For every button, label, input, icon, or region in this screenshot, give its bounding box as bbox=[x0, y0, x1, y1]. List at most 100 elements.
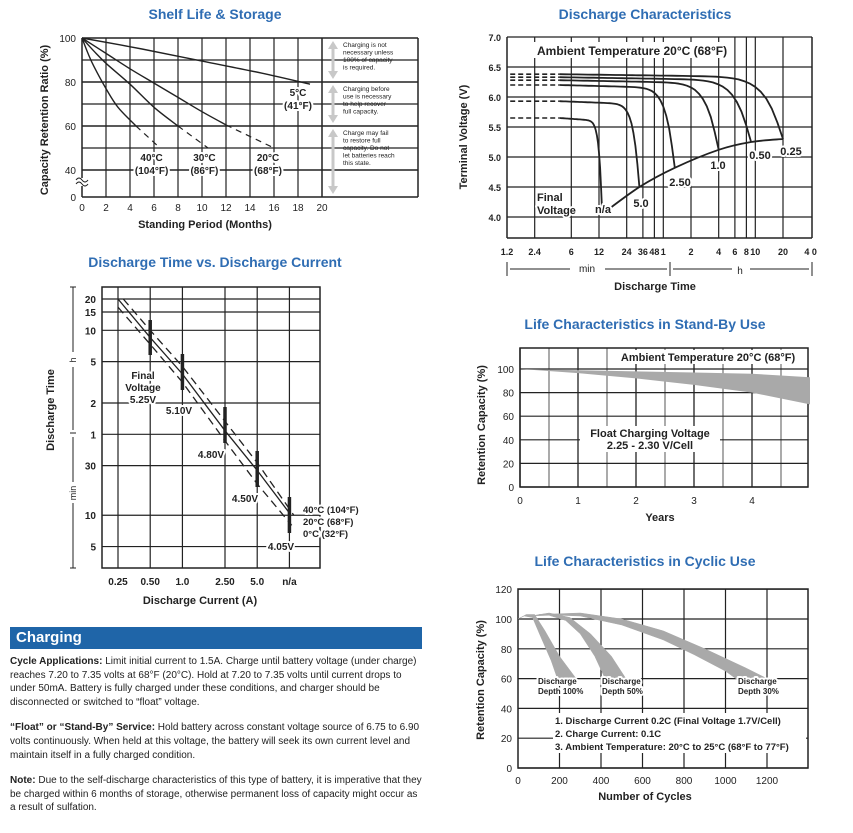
arrow-heads bbox=[328, 41, 338, 79]
x-tick-label: 4 0 bbox=[804, 247, 817, 257]
series-label: 40°C bbox=[140, 153, 162, 164]
series-line bbox=[81, 37, 137, 127]
x-tick-label: 8 bbox=[175, 203, 181, 214]
final-voltage-title: Voltage bbox=[125, 383, 161, 394]
annotation-text: full capacity. bbox=[343, 109, 378, 116]
y-tick-label: 60 bbox=[65, 122, 77, 133]
x-tick-label: 800 bbox=[676, 776, 693, 787]
x-tick-label: 1 bbox=[661, 247, 666, 257]
discharge-curve bbox=[559, 117, 604, 215]
discharge-characteristics-title: Discharge Characteristics bbox=[558, 6, 732, 22]
x-tick-label: 20 bbox=[316, 203, 328, 214]
x-axis-label: Discharge Current (A) bbox=[143, 595, 258, 607]
series-line bbox=[81, 37, 227, 126]
y-tick-label: 100 bbox=[495, 615, 512, 626]
retention-band bbox=[520, 369, 810, 405]
y-tick-label: 2 bbox=[90, 399, 96, 410]
x-tick-label: 1200 bbox=[756, 776, 779, 787]
annotation-bg bbox=[580, 426, 720, 452]
x-tick-label: 1000 bbox=[714, 776, 737, 787]
x-tick-label: 14 bbox=[244, 203, 256, 214]
x-tick-label: 48 bbox=[649, 247, 659, 257]
x-tick-label: 16 bbox=[268, 203, 280, 214]
final-voltage-label: 0.25 bbox=[780, 146, 801, 158]
final-voltage-title: Final bbox=[131, 371, 155, 382]
series-label: 40°C (104°F) bbox=[303, 505, 359, 516]
y-axis-label: Discharge Time bbox=[45, 369, 57, 451]
range-label-h: h bbox=[68, 357, 78, 362]
x-tick-label: 600 bbox=[634, 776, 651, 787]
x-tick-label: 18 bbox=[292, 203, 304, 214]
y-tick-label: 5.0 bbox=[488, 153, 501, 163]
y-tick-label: 80 bbox=[65, 78, 77, 89]
final-voltage-label: 1.0 bbox=[710, 160, 725, 172]
discharge-curve bbox=[559, 73, 784, 140]
y-tick-label: 0 bbox=[70, 193, 76, 204]
discharge-curve bbox=[559, 76, 752, 143]
x-tick-label: 2.4 bbox=[528, 247, 541, 257]
y-tick-label: 20 bbox=[85, 295, 97, 306]
annotation-bg bbox=[534, 42, 726, 58]
x-tick-label: 10 bbox=[196, 203, 208, 214]
x-axis-label: Number of Cycles bbox=[598, 791, 692, 803]
x-tick-label: 1.2 bbox=[501, 247, 514, 257]
x-tick-label: 1.0 bbox=[175, 577, 189, 588]
series-line bbox=[117, 306, 293, 526]
x-tick-label: 0 bbox=[515, 776, 521, 787]
annotation-text: Charging is not bbox=[343, 42, 387, 49]
final-voltage-label: 5.0 bbox=[633, 198, 648, 210]
annotation-text: to help recover bbox=[343, 101, 387, 108]
x-tick-label: 6 bbox=[732, 247, 737, 257]
annotation-text: to restore full bbox=[343, 138, 381, 145]
y-tick-label: 30 bbox=[85, 462, 97, 473]
x-tick-label: 2 bbox=[633, 496, 639, 507]
x-axis-label: Standing Period (Months) bbox=[138, 219, 272, 231]
x-tick-label: 400 bbox=[593, 776, 610, 787]
y-tick-label: 60 bbox=[501, 675, 513, 686]
y-tick-label: 5.5 bbox=[488, 123, 501, 133]
x-axis-label: Years bbox=[645, 512, 674, 524]
band-label: Discharge bbox=[738, 677, 777, 686]
y-axis-label: Capacity Retention Ratio (%) bbox=[39, 44, 51, 195]
annotation-text: Ambient Temperature 20°C (68°F) bbox=[537, 44, 727, 58]
discharge-curve bbox=[559, 100, 641, 188]
y-tick-label: 20 bbox=[503, 459, 515, 470]
y-tick-label: 120 bbox=[495, 585, 512, 596]
x-tick-label: 1 bbox=[575, 496, 581, 507]
arrow-heads bbox=[328, 85, 338, 123]
y-tick-label: 5 bbox=[90, 543, 96, 554]
series-label: 30°C bbox=[193, 153, 215, 164]
charging-heading: Charging bbox=[10, 627, 422, 649]
discharge-curve bbox=[559, 84, 676, 168]
cyclic-life-title: Life Characteristics in Cyclic Use bbox=[534, 553, 756, 569]
annotation-text: 100% of capacity bbox=[343, 57, 393, 64]
x-tick-label: 3 bbox=[691, 496, 697, 507]
series-label: 5°C bbox=[290, 88, 307, 99]
test-condition-note: 1. Discharge Current 0.2C (Final Voltage… bbox=[555, 716, 781, 727]
band-label: Discharge bbox=[602, 677, 641, 686]
paragraph-lead: “Float” or “Stand-By” Service: bbox=[10, 722, 156, 734]
band-label: Depth 50% bbox=[602, 687, 643, 696]
range-label-min: min bbox=[68, 486, 78, 501]
band-label: Depth 100% bbox=[538, 687, 583, 696]
x-tick-label: 0.25 bbox=[108, 577, 128, 588]
x-tick-label: 36 bbox=[638, 247, 648, 257]
x-tick-label: 24 bbox=[622, 247, 632, 257]
annotation-text: 2.25 - 2.30 V/Cell bbox=[607, 440, 693, 452]
x-tick-label: 4 bbox=[749, 496, 755, 507]
y-tick-label: 1 bbox=[90, 430, 96, 441]
x-tick-label: 4 bbox=[127, 203, 133, 214]
y-tick-label: 7.0 bbox=[488, 33, 501, 43]
series-label: 20°C (68°F) bbox=[303, 517, 353, 528]
paragraph-lead: Note: bbox=[10, 775, 36, 787]
plot-border bbox=[519, 347, 809, 488]
y-tick-label: 4.0 bbox=[488, 213, 501, 223]
y-tick-label: 40 bbox=[65, 166, 77, 177]
y-tick-label: 100 bbox=[59, 34, 76, 45]
x-tick-label: 8 bbox=[744, 247, 749, 257]
cycle-life-band bbox=[530, 612, 627, 679]
paragraph-text: Hold battery across constant voltage sou… bbox=[10, 722, 420, 761]
charging-section: Charging Cycle Applications: Limit initi… bbox=[10, 627, 422, 827]
annotation-text: use is necessary bbox=[343, 94, 392, 101]
